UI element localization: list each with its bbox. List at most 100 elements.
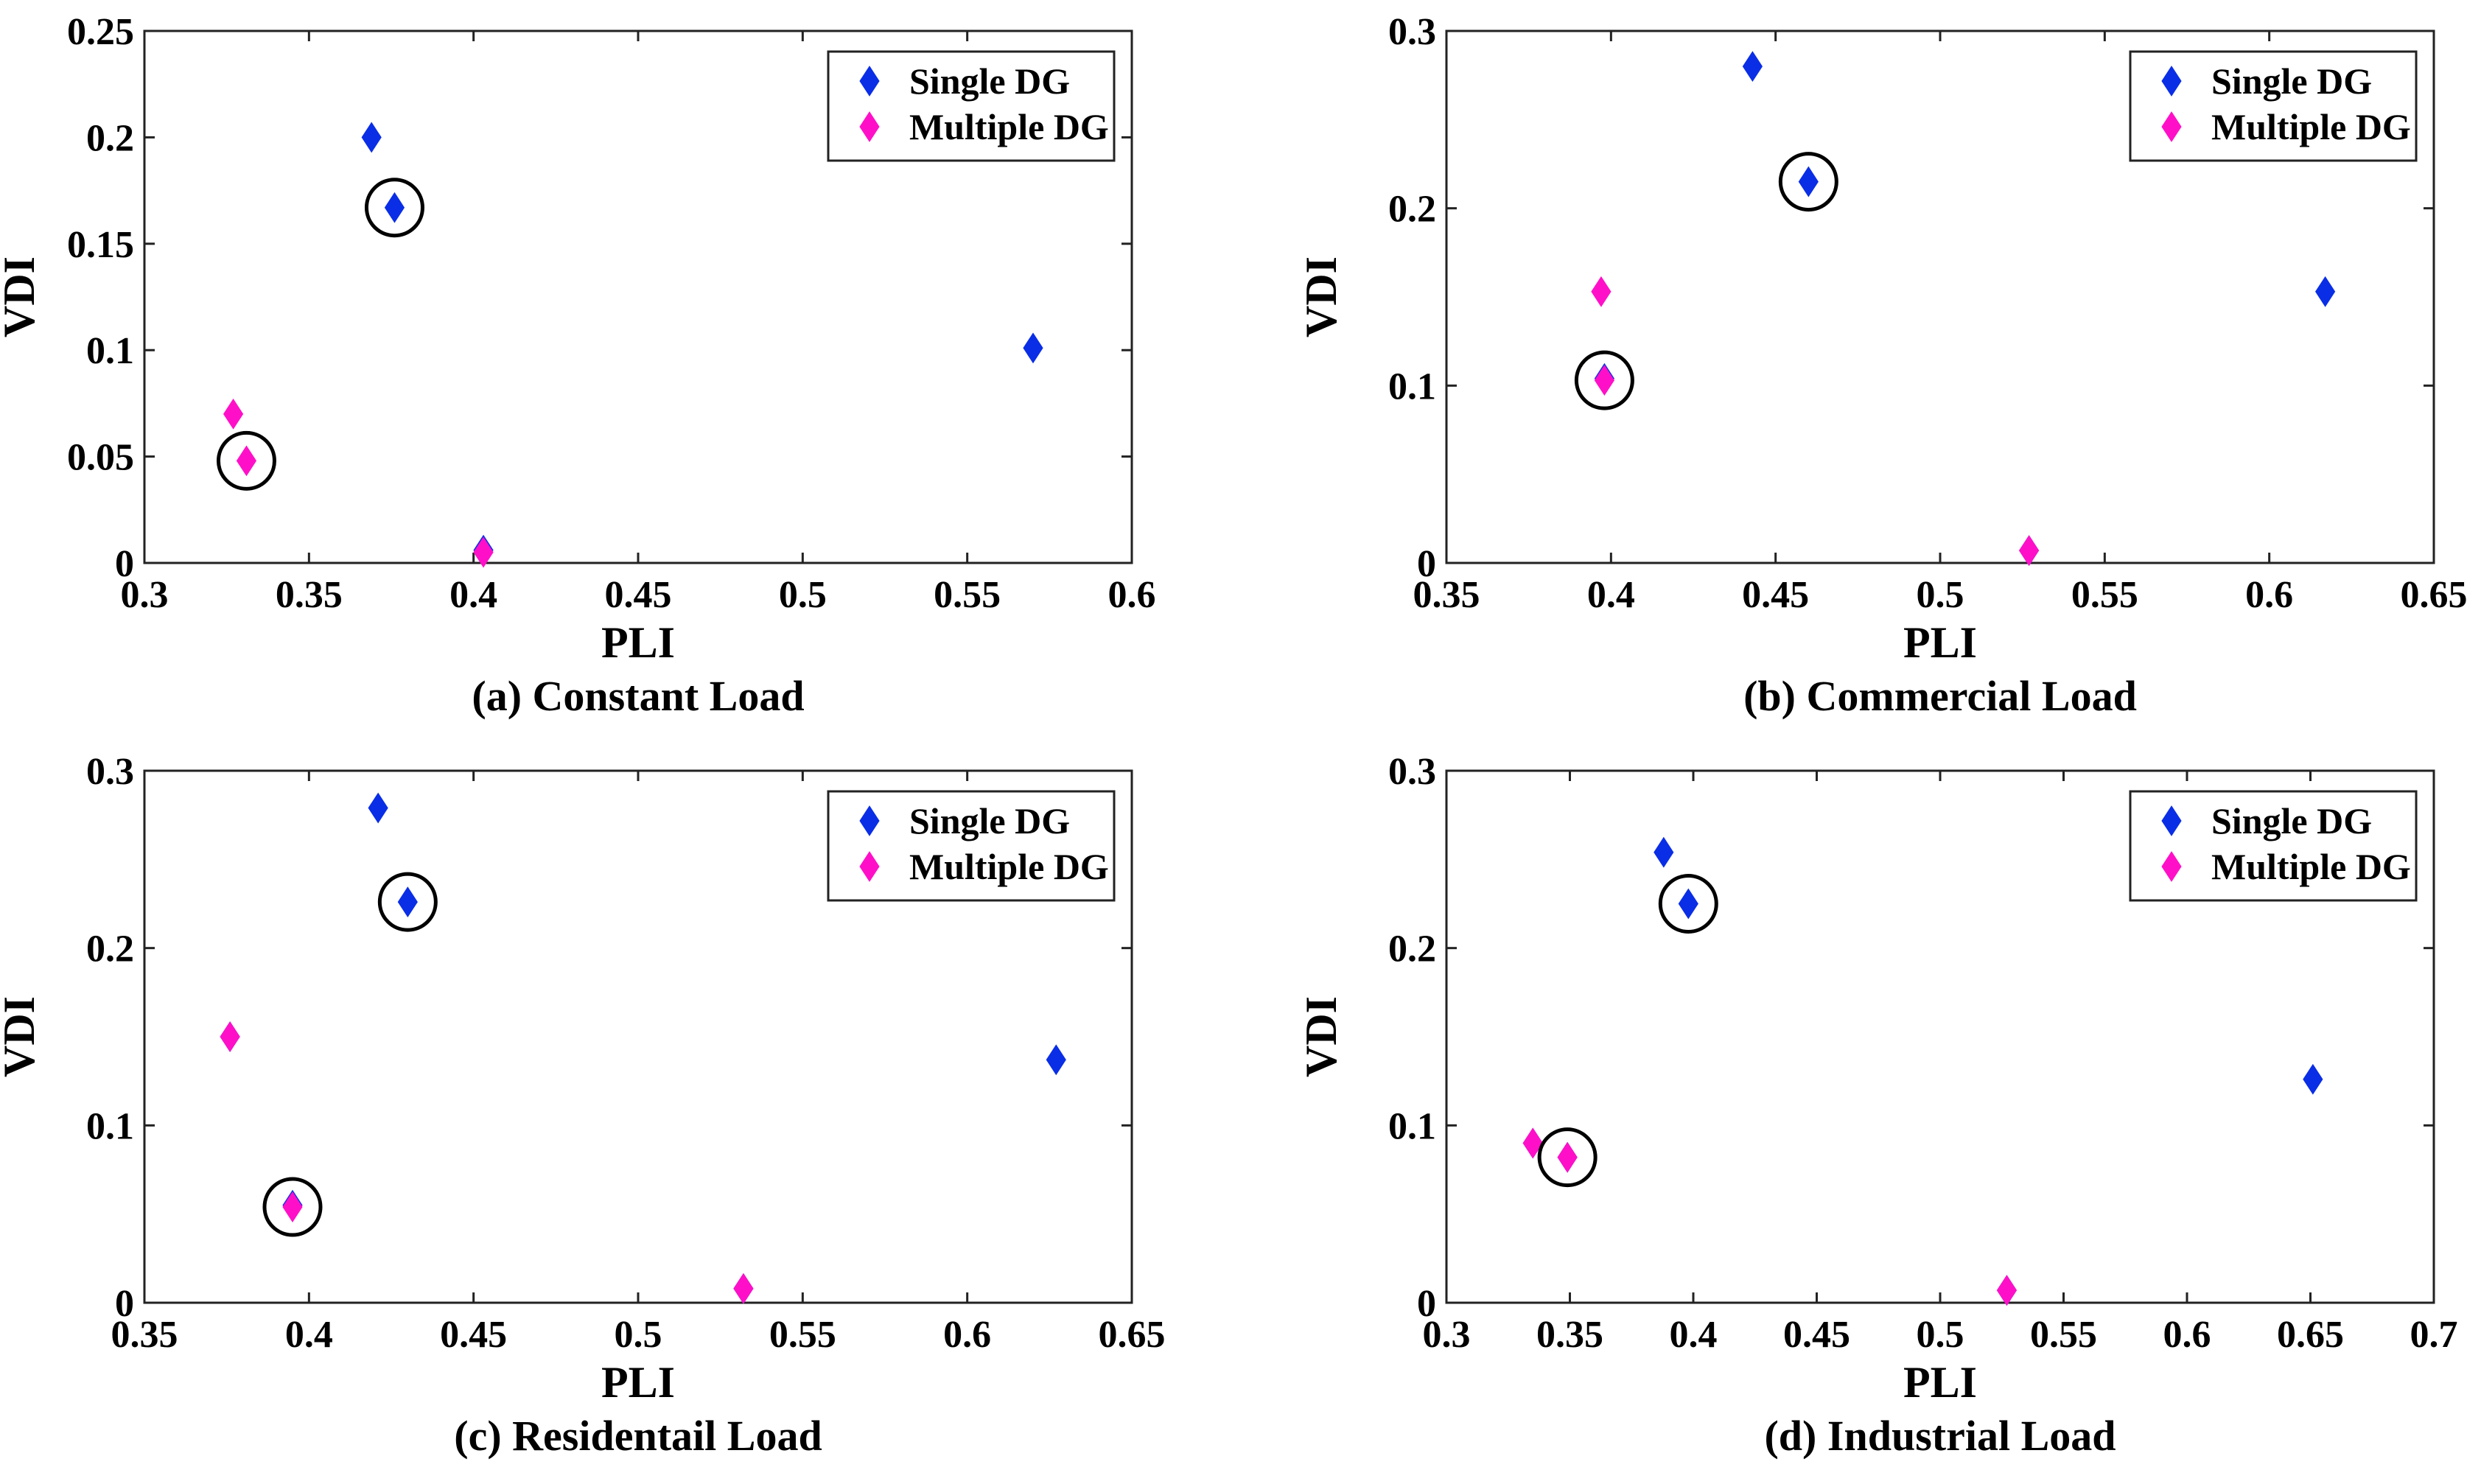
x-tick-label: 0.4 <box>1670 1314 1718 1356</box>
legend-box <box>2129 50 2418 162</box>
x-tick-label: 0.35 <box>276 574 343 616</box>
legend-label: Single DG <box>909 800 1070 841</box>
y-tick-label: 0.1 <box>1388 1105 1436 1147</box>
x-axis-label: PLI <box>601 618 675 667</box>
y-tick-label: 0.15 <box>67 224 134 266</box>
legend-label: Multiple DG <box>909 106 1109 147</box>
highlight-circle <box>1778 152 1838 212</box>
y-tick-label: 0.2 <box>86 928 134 970</box>
data-point-single-dg <box>1798 166 1819 197</box>
y-tick-label: 0 <box>1417 1283 1436 1325</box>
panel-caption: (a) Constant Load <box>472 672 804 720</box>
legend-label: Single DG <box>2211 60 2372 102</box>
x-tick-label: 0.3 <box>121 574 169 616</box>
y-tick-label: 0 <box>1417 543 1436 585</box>
panel-d: 0.3 0.35 0.4 0.45 0.5 0.55 0.6 0.65 0.7 0 0.1 0.2 0.… <box>1297 751 2458 1460</box>
data-point-single-dg <box>368 792 388 824</box>
legend-box <box>827 50 1116 162</box>
data-point-single-dg <box>1023 332 1043 364</box>
x-tick-label: 0.45 <box>1742 574 1809 616</box>
legend-box <box>827 790 1116 902</box>
legend-marker-single-dg <box>2161 805 2182 836</box>
x-tick-label: 0.6 <box>1108 574 1156 616</box>
y-tick-label: 0 <box>115 1283 134 1325</box>
data-point-single-dg <box>361 122 382 153</box>
data-point-multiple-dg <box>220 1021 240 1052</box>
y-tick-label: 0.2 <box>1388 928 1436 970</box>
y-tick-label: 0.2 <box>1388 189 1436 231</box>
data-point-multiple-dg <box>473 536 494 568</box>
highlight-circle <box>1658 874 1718 934</box>
x-tick-label: 0.55 <box>769 1314 836 1356</box>
x-tick-label: 0.4 <box>449 574 497 616</box>
legend-box <box>2129 790 2418 902</box>
highlight-circle <box>1537 1127 1598 1188</box>
y-tick-label: 0.2 <box>86 117 134 159</box>
highlight-circle <box>1574 350 1634 410</box>
x-axis-label: PLI <box>601 1358 675 1407</box>
legend-label: Single DG <box>2211 800 2372 841</box>
legend: Single DG Multiple DG <box>2129 790 2418 902</box>
highlight-circle <box>216 430 276 491</box>
data-point-single-dg <box>384 192 405 223</box>
legend-label: Multiple DG <box>2211 846 2411 887</box>
panel-caption: (c) Residentail Load <box>454 1412 822 1460</box>
y-tick-label: 0.1 <box>86 330 134 372</box>
x-tick-label: 0.35 <box>111 1314 178 1356</box>
data-point-single-dg <box>397 886 418 918</box>
x-tick-label: 0.6 <box>2163 1314 2211 1356</box>
legend-label: Multiple DG <box>909 846 1109 887</box>
y-axis-label: VDI <box>1297 996 1346 1077</box>
x-tick-label: 0.45 <box>605 574 672 616</box>
x-tick-label: 0.55 <box>2030 1314 2097 1356</box>
data-point-single-dg <box>1046 1044 1066 1076</box>
panel-c: 0.35 0.4 0.45 0.5 0.55 0.6 0.65 0 0.1 0.2 0.3 PLI VD… <box>0 751 1166 1460</box>
legend-label: Single DG <box>909 60 1070 102</box>
data-point-multiple-dg <box>1996 1275 2018 1306</box>
legend-label: Multiple DG <box>2211 106 2411 147</box>
x-tick-label: 0.6 <box>943 1314 991 1356</box>
y-tick-label: 0.25 <box>67 11 134 53</box>
y-tick-label: 0.3 <box>1388 751 1436 793</box>
highlight-circle <box>377 872 438 932</box>
legend: Single DG Multiple DG <box>827 790 1116 902</box>
x-tick-label: 0.55 <box>2071 574 2138 616</box>
x-tick-label: 0.5 <box>615 1314 662 1356</box>
y-axis-label: VDI <box>0 996 43 1077</box>
data-point-multiple-dg <box>2019 535 2040 567</box>
legend-marker-multiple-dg <box>859 851 880 882</box>
y-axis-label: VDI <box>0 256 43 337</box>
highlight-circle <box>364 178 424 238</box>
y-tick-label: 0.3 <box>1388 11 1436 53</box>
legend-marker-multiple-dg <box>859 111 880 142</box>
legend-marker-single-dg <box>2161 66 2182 97</box>
x-tick-label: 0.65 <box>1099 1314 1166 1356</box>
y-tick-label: 0.05 <box>67 437 134 479</box>
x-tick-label: 0.5 <box>1917 574 1964 616</box>
x-tick-label: 0.35 <box>1413 574 1480 616</box>
x-tick-label: 0.7 <box>2410 1314 2458 1356</box>
data-point-single-dg <box>1742 51 1763 83</box>
data-point-multiple-dg <box>223 398 244 430</box>
y-tick-label: 0.3 <box>86 751 134 793</box>
x-axis-label: PLI <box>1903 618 1977 667</box>
x-axis-label: PLI <box>1903 1358 1977 1407</box>
y-axis-label: VDI <box>1297 256 1346 337</box>
x-tick-label: 0.6 <box>2245 574 2293 616</box>
data-point-multiple-dg <box>1522 1127 1543 1159</box>
x-tick-label: 0.55 <box>934 574 1001 616</box>
x-tick-label: 0.5 <box>779 574 827 616</box>
data-point-multiple-dg <box>1591 276 1612 307</box>
x-tick-label: 0.3 <box>1423 1314 1471 1356</box>
data-point-multiple-dg <box>282 1191 303 1222</box>
panel-b: 0.35 0.4 0.45 0.5 0.55 0.6 0.65 0 0.1 0.2 0.3 PLI VD… <box>1297 11 2468 720</box>
x-tick-label: 0.5 <box>1917 1314 1964 1356</box>
y-tick-label: 0.1 <box>1388 365 1436 407</box>
data-point-single-dg <box>2303 1063 2323 1095</box>
legend-marker-multiple-dg <box>2161 851 2182 882</box>
data-point-single-dg <box>1654 836 1674 868</box>
x-tick-label: 0.4 <box>1587 574 1635 616</box>
